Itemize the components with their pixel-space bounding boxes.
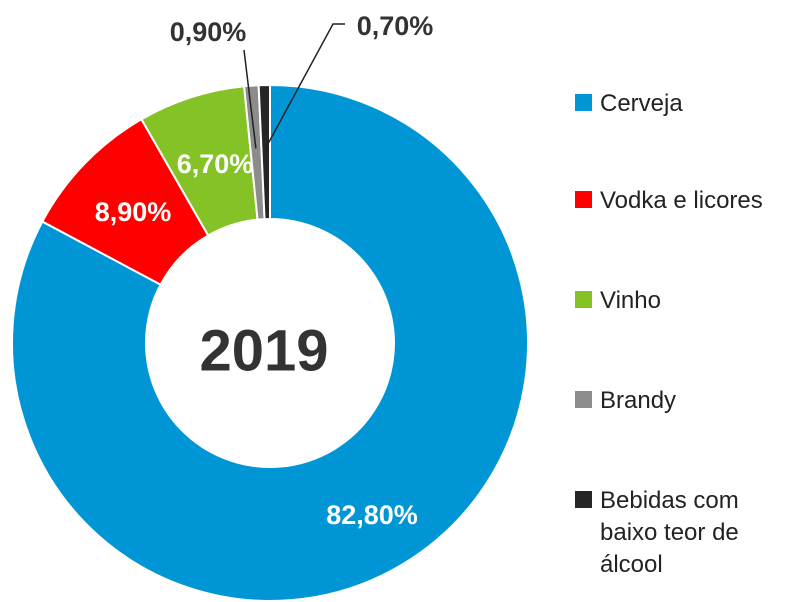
leader-line bbox=[243, 49, 257, 149]
legend-swatch bbox=[575, 191, 592, 208]
legend-swatch bbox=[575, 291, 592, 308]
legend-label: Vinho bbox=[600, 287, 661, 314]
legend-item: Vinho bbox=[575, 285, 780, 317]
legend-item: Vodka e licores bbox=[575, 185, 780, 217]
data-label: 8,90% bbox=[95, 197, 172, 227]
legend-item: Brandy bbox=[575, 385, 780, 417]
legend-swatch bbox=[575, 391, 592, 408]
donut-slice bbox=[11, 83, 529, 602]
legend-swatch bbox=[575, 94, 592, 111]
data-label: 6,70% bbox=[177, 149, 254, 179]
legend-label: Vodka e licores bbox=[600, 187, 763, 214]
legend-item: Cerveja bbox=[575, 88, 780, 120]
legend-item: Bebidas com baixo teor de álcool bbox=[575, 485, 760, 581]
data-label: 0,70% bbox=[357, 11, 434, 41]
leader-line bbox=[265, 23, 345, 149]
legend-label: Brandy bbox=[600, 387, 677, 414]
legend-swatch bbox=[575, 491, 592, 508]
legend-label: Cerveja bbox=[600, 90, 683, 117]
donut-slice bbox=[257, 83, 271, 221]
center-text: 2019 bbox=[199, 318, 328, 383]
legend-label: Bebidas com baixo teor de álcool bbox=[600, 487, 739, 578]
data-label: 82,80% bbox=[326, 500, 418, 530]
data-label: 0,90% bbox=[170, 17, 247, 47]
